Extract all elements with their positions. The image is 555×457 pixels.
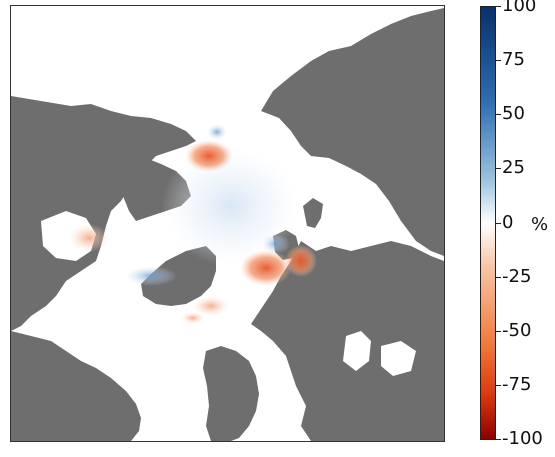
- colorbar-tick: [496, 276, 501, 278]
- landmass-north-america: [11, 96, 196, 331]
- colorbar-tick: [496, 114, 501, 116]
- anomaly-barents-red: [240, 250, 292, 286]
- anomaly-greenland-sea-red: [193, 296, 229, 316]
- colorbar-tick-label: 50: [502, 103, 525, 125]
- landmass-north-atlantic: [203, 346, 259, 441]
- polar-map: [10, 5, 445, 442]
- landmass-siberia: [261, 8, 444, 256]
- map-canvas: [11, 6, 444, 441]
- colorbar-tick-label: -100: [502, 428, 543, 449]
- anomaly-labrador-red: [181, 312, 205, 324]
- white-sea: [381, 341, 416, 376]
- anomaly-hudson-red: [69, 224, 109, 252]
- land-masses: [11, 8, 444, 441]
- colorbar-tick: [496, 168, 501, 170]
- colorbar-tick: [496, 6, 501, 7]
- colorbar-tick-label: 100: [502, 0, 537, 16]
- colorbar-tick-label: -75: [502, 373, 532, 395]
- anomaly-bering-blue: [207, 124, 227, 140]
- colorbar-tick-label: -50: [502, 319, 532, 341]
- anomaly-kara-red: [285, 245, 317, 277]
- colorbar-unit-label: %: [531, 214, 549, 235]
- colorbar-tick-label: 75: [502, 49, 525, 71]
- baltic-sea: [343, 331, 371, 371]
- colorbar-tick-label: -25: [502, 265, 532, 287]
- landmass-canada-south: [11, 331, 141, 441]
- landmass-greenland: [141, 246, 216, 306]
- colorbar-tick: [496, 384, 501, 386]
- colorbar-tick-label: 25: [502, 157, 525, 179]
- colorbar-tick: [496, 60, 501, 62]
- colorbar-tick: [496, 439, 501, 440]
- landmass-novaya-zemlya: [303, 198, 323, 228]
- colorbar: [480, 6, 496, 440]
- colorbar-tick-label: 0: [502, 211, 514, 233]
- anomaly-central-arctic: [161, 146, 301, 266]
- anomaly-field: [69, 124, 317, 324]
- anomaly-kara-blue: [262, 234, 290, 254]
- anomaly-baffin-blue: [125, 266, 177, 286]
- colorbar-tick: [496, 222, 501, 224]
- colorbar-tick: [496, 330, 501, 332]
- anomaly-chukchi-red: [185, 140, 233, 172]
